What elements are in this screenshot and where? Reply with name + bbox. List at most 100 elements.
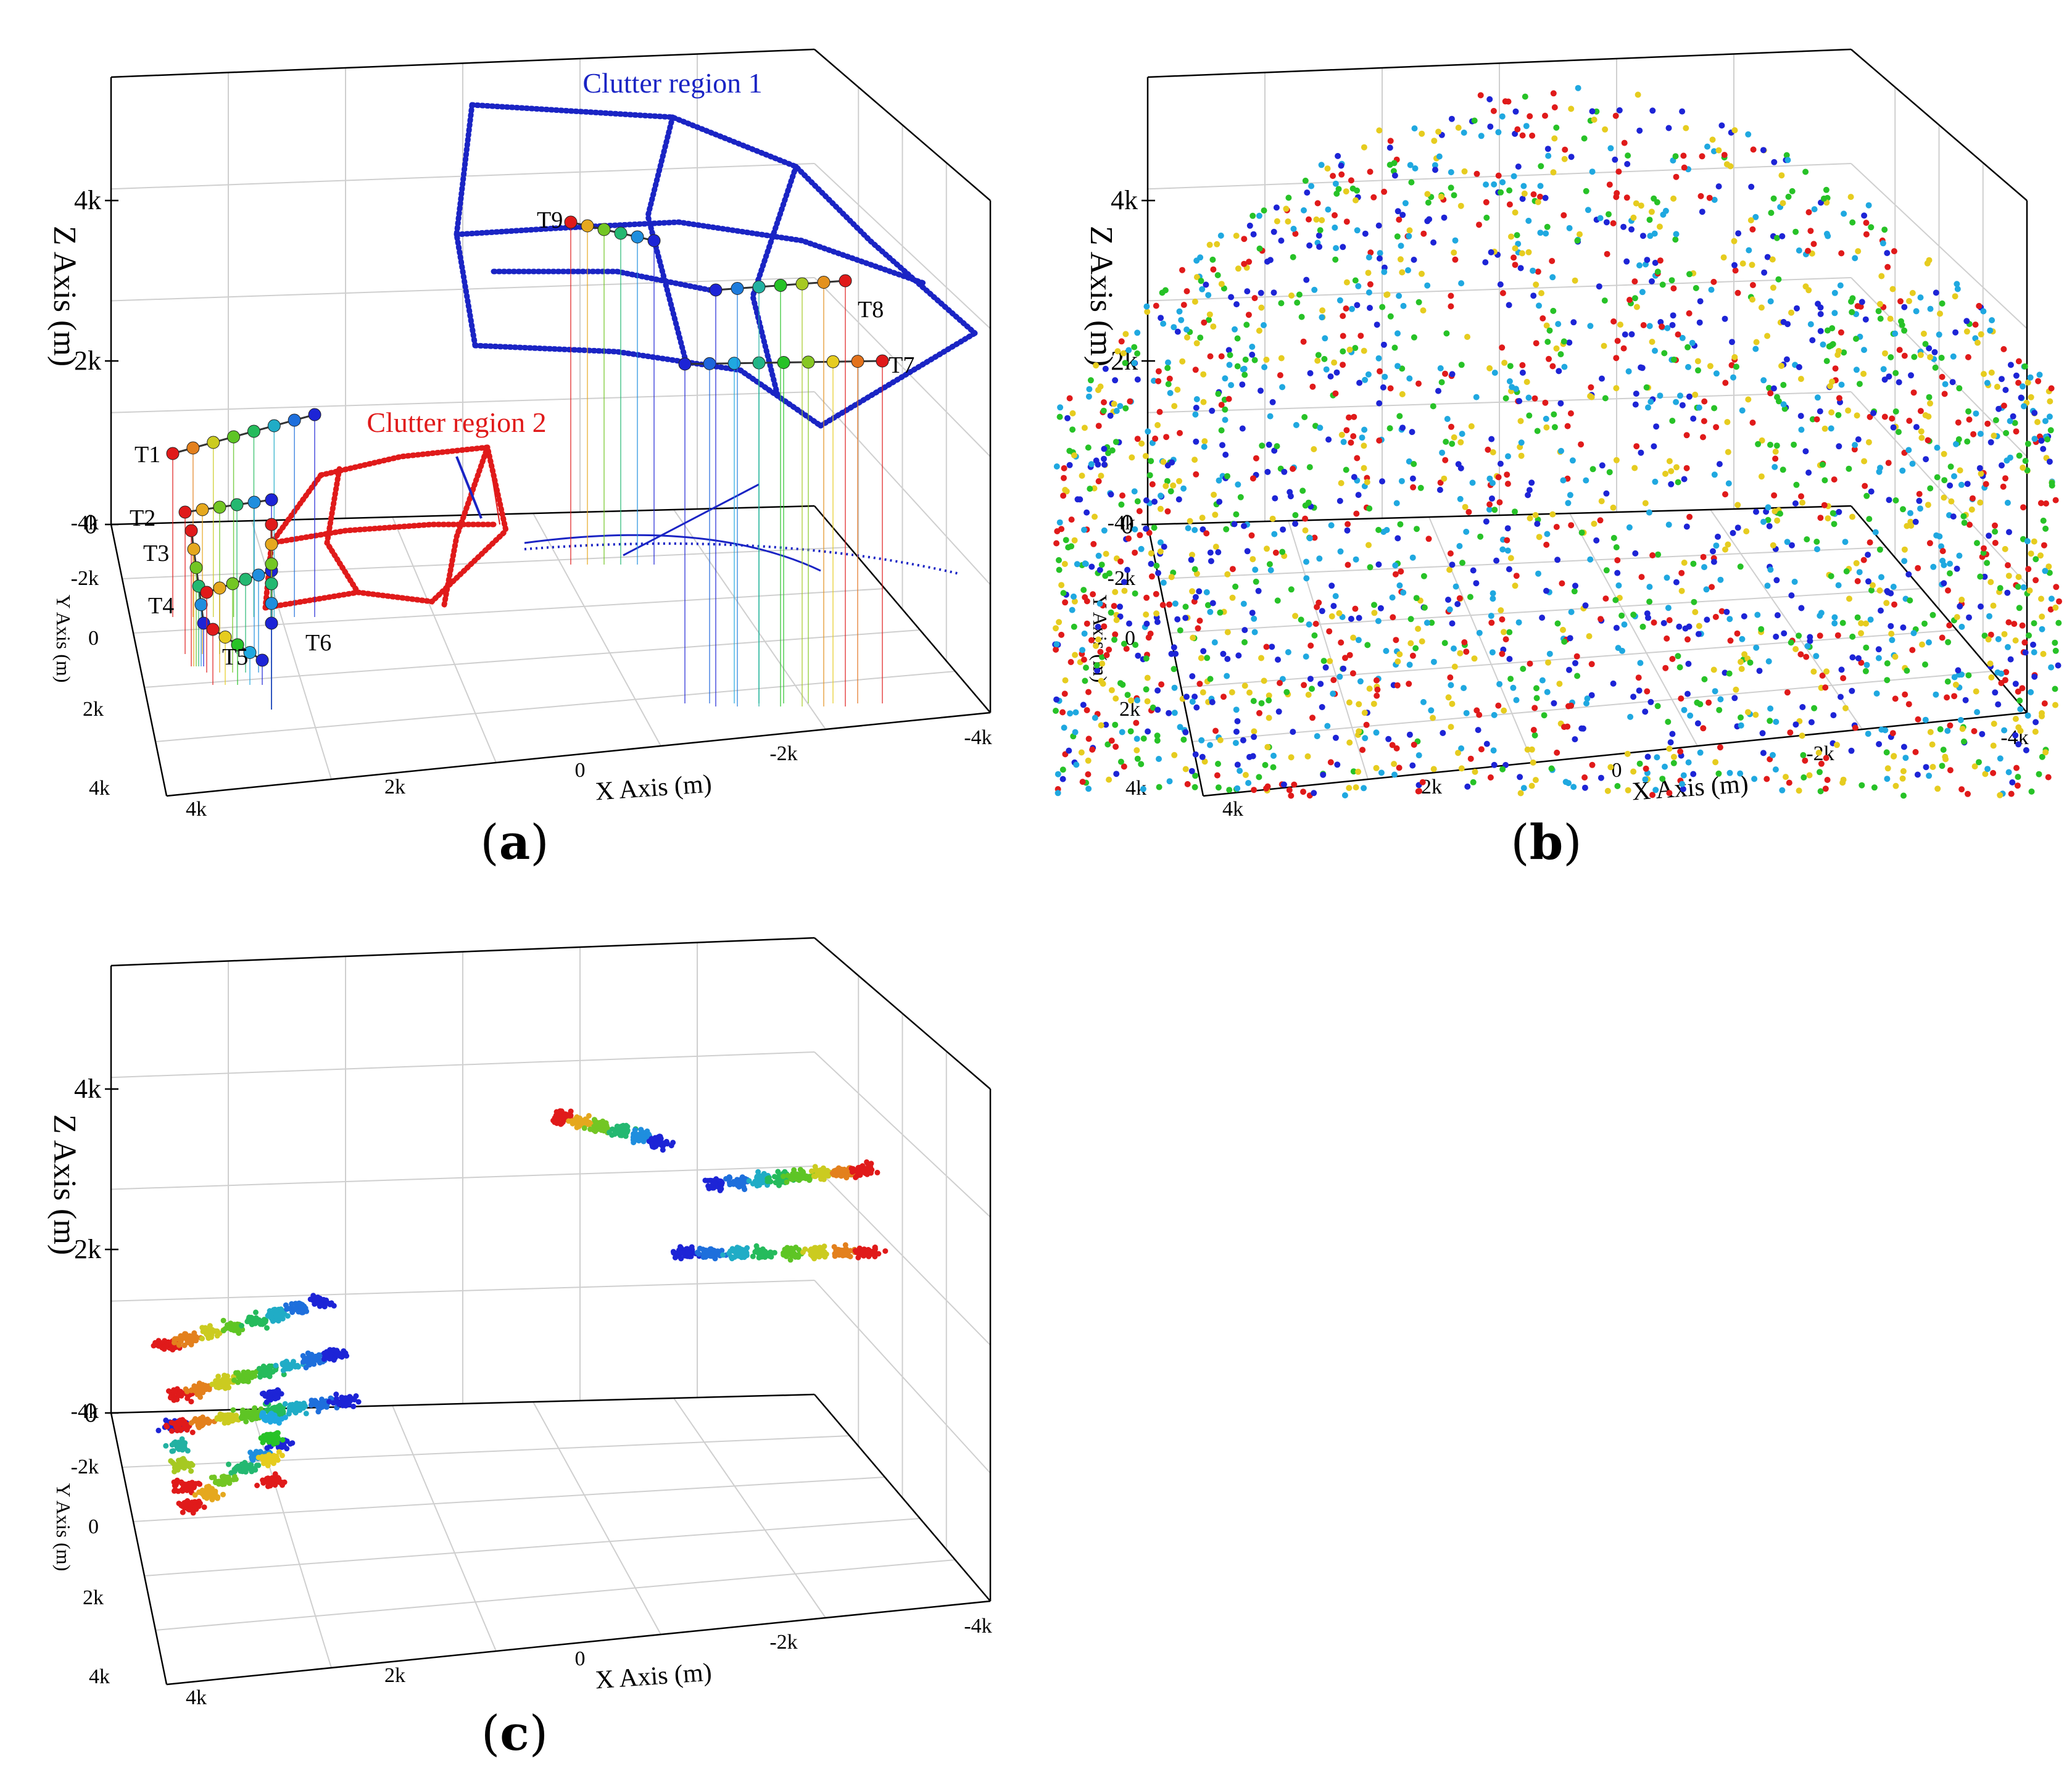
measurement-point (1838, 329, 1844, 336)
measurement-point (1311, 632, 1317, 639)
measurement-point (2022, 363, 2028, 370)
measurement-point (1678, 695, 1684, 702)
measurement-point (1394, 535, 1401, 541)
measurement-point (1527, 487, 1533, 493)
measurement-point (1317, 227, 1324, 233)
measurement-point (1536, 534, 1543, 540)
measurement-point (1256, 213, 1262, 219)
measurement-point (1061, 475, 1067, 481)
measurement-point (1507, 363, 1514, 369)
measurement-point (1738, 715, 1744, 721)
measurement-point (2033, 719, 2039, 725)
measurement-point (1798, 605, 1804, 611)
measurement-point (1483, 518, 1490, 524)
measurement-point (1947, 570, 1953, 576)
measurement-point (1376, 127, 1382, 133)
measurement-point (1941, 495, 1947, 501)
measurement-point (1992, 529, 1998, 535)
measurement-point (1257, 246, 1263, 252)
measurement-point (1506, 566, 1512, 573)
measurement-point (1622, 140, 1628, 146)
detection-point (781, 1174, 786, 1179)
measurement-point (1747, 660, 1754, 666)
measurement-point (1496, 681, 1502, 687)
measurement-point (1235, 336, 1241, 342)
measurement-point (1354, 302, 1360, 309)
detection-point (166, 1388, 172, 1394)
measurement-point (1556, 681, 1562, 687)
x-axis-title: X Axis (m) (594, 1658, 713, 1694)
measurement-point (1729, 339, 1735, 345)
measurement-point (1888, 623, 1894, 629)
measurement-point (1799, 704, 1805, 710)
measurement-point (1771, 386, 1777, 392)
measurement-point (1190, 635, 1196, 641)
measurement-point (1285, 649, 1291, 655)
measurement-point (1278, 300, 1284, 306)
measurement-point (1148, 550, 1154, 557)
track-point (565, 216, 577, 228)
measurement-point (1918, 352, 1924, 358)
target-label-T9: T9 (537, 207, 563, 233)
measurement-point (1241, 627, 1248, 633)
measurement-point (1599, 462, 1606, 468)
detection-point (260, 1478, 265, 1483)
measurement-point (1612, 597, 1618, 603)
measurement-point (1864, 662, 1870, 668)
measurement-point (1498, 607, 1504, 613)
measurement-point (1316, 555, 1322, 561)
measurement-point (1296, 292, 1303, 298)
measurement-point (1292, 613, 1298, 619)
measurement-point (2045, 774, 2052, 781)
measurement-point (1957, 603, 1963, 610)
measurement-point (1393, 637, 1399, 643)
detection-point (241, 1466, 247, 1472)
measurement-point (1215, 391, 1221, 397)
track-point (252, 569, 265, 581)
detection-point (280, 1437, 286, 1443)
measurement-point (1768, 298, 1774, 304)
measurement-point (1686, 310, 1693, 317)
measurement-point (1348, 177, 1354, 183)
measurement-point (1200, 515, 1206, 521)
measurement-point (1753, 509, 1759, 515)
detection-point (842, 1167, 847, 1172)
detection-point (267, 1394, 273, 1399)
measurement-point (1984, 766, 1991, 772)
measurement-point (1290, 729, 1296, 735)
measurement-point (1660, 212, 1666, 218)
measurement-point (1933, 289, 1939, 296)
measurement-point (1544, 689, 1551, 695)
measurement-point (1101, 446, 1107, 452)
measurement-point (1805, 470, 1812, 476)
measurement-point (1652, 231, 1658, 237)
measurement-point (1356, 615, 1362, 621)
measurement-point (1878, 608, 1884, 614)
measurement-point (1814, 546, 1820, 552)
measurement-point (1965, 408, 1971, 415)
measurement-point (1902, 755, 1908, 761)
measurement-point (1709, 287, 1715, 293)
measurement-point (1234, 785, 1240, 792)
measurement-point (1080, 702, 1087, 708)
grid-line (1570, 513, 1697, 746)
detection-point (193, 1334, 199, 1340)
measurement-point (1198, 278, 1204, 284)
measurement-point (1145, 428, 1151, 434)
measurement-point (1615, 338, 1621, 344)
measurement-point (1722, 152, 1728, 158)
detection-point (297, 1401, 302, 1407)
measurement-point (2018, 395, 2024, 401)
measurement-point (1343, 427, 1349, 433)
measurement-point (1391, 761, 1397, 767)
measurement-point (1201, 444, 1208, 450)
track-cluster (151, 1293, 337, 1352)
measurement-point (1211, 492, 1217, 498)
detection-point (281, 1443, 287, 1448)
measurement-point (1459, 431, 1465, 437)
detection-point (239, 1323, 244, 1328)
detection-point (228, 1470, 234, 1476)
measurement-point (1925, 502, 1931, 508)
measurement-point (1501, 708, 1507, 714)
measurement-point (1220, 651, 1226, 657)
